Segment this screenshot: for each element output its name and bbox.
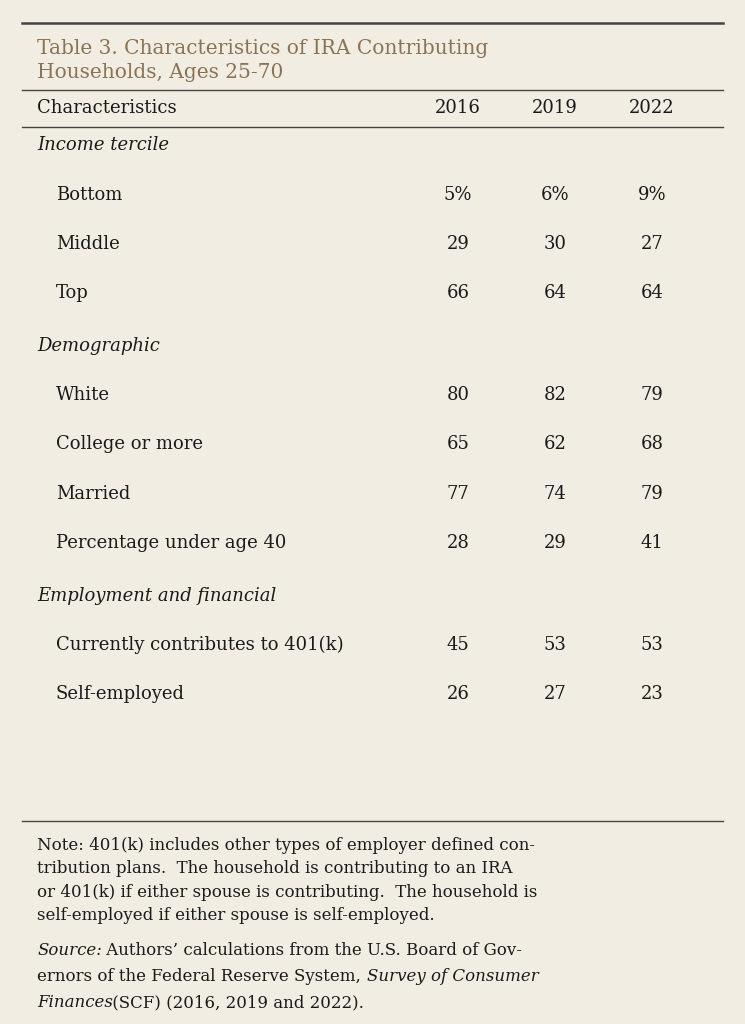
Text: 66: 66 xyxy=(447,284,469,302)
Text: Table 3. Characteristics of IRA Contributing: Table 3. Characteristics of IRA Contribu… xyxy=(37,39,489,58)
Text: Percentage under age 40: Percentage under age 40 xyxy=(56,534,286,552)
Text: Source:: Source: xyxy=(37,942,102,958)
Text: Bottom: Bottom xyxy=(56,185,122,204)
Text: Self-employed: Self-employed xyxy=(56,685,185,703)
Text: Survey of Consumer: Survey of Consumer xyxy=(367,968,539,985)
Text: 27: 27 xyxy=(544,685,566,703)
Text: 30: 30 xyxy=(544,234,566,253)
Text: ernors of the Federal Reserve System,: ernors of the Federal Reserve System, xyxy=(37,968,367,985)
Text: Currently contributes to 401(k): Currently contributes to 401(k) xyxy=(56,636,343,654)
Text: (SCF) (2016, 2019 and 2022).: (SCF) (2016, 2019 and 2022). xyxy=(107,994,364,1011)
Text: 82: 82 xyxy=(544,386,566,404)
Text: Authors’ calculations from the U.S. Board of Gov-: Authors’ calculations from the U.S. Boar… xyxy=(101,942,522,958)
Text: 28: 28 xyxy=(447,534,469,552)
Text: Top: Top xyxy=(56,284,89,302)
Text: 53: 53 xyxy=(544,636,566,654)
Text: 65: 65 xyxy=(447,435,469,454)
Text: 74: 74 xyxy=(544,484,566,503)
Text: 68: 68 xyxy=(641,435,663,454)
Text: Employment and financial: Employment and financial xyxy=(37,587,276,605)
Text: 27: 27 xyxy=(641,234,663,253)
Text: 79: 79 xyxy=(641,484,663,503)
Text: 23: 23 xyxy=(641,685,663,703)
Text: 79: 79 xyxy=(641,386,663,404)
Text: 9%: 9% xyxy=(638,185,666,204)
Text: 5%: 5% xyxy=(444,185,472,204)
Text: Note: 401(k) includes other types of employer defined con-
tribution plans.  The: Note: 401(k) includes other types of emp… xyxy=(37,837,538,924)
Text: 45: 45 xyxy=(447,636,469,654)
Text: 2016: 2016 xyxy=(435,98,481,117)
Text: 6%: 6% xyxy=(541,185,569,204)
Text: Finances: Finances xyxy=(37,994,113,1011)
Text: 80: 80 xyxy=(447,386,469,404)
Text: Characteristics: Characteristics xyxy=(37,98,177,117)
Text: College or more: College or more xyxy=(56,435,203,454)
Text: Middle: Middle xyxy=(56,234,120,253)
Text: 77: 77 xyxy=(447,484,469,503)
Text: 29: 29 xyxy=(447,234,469,253)
Text: 62: 62 xyxy=(544,435,566,454)
Text: 2019: 2019 xyxy=(532,98,578,117)
Text: 64: 64 xyxy=(641,284,663,302)
Text: 26: 26 xyxy=(447,685,469,703)
Text: 29: 29 xyxy=(544,534,566,552)
Text: Demographic: Demographic xyxy=(37,337,160,355)
Text: Married: Married xyxy=(56,484,130,503)
Text: 41: 41 xyxy=(641,534,663,552)
Text: Income tercile: Income tercile xyxy=(37,136,169,155)
Text: Households, Ages 25-70: Households, Ages 25-70 xyxy=(37,63,284,83)
Text: White: White xyxy=(56,386,110,404)
Text: 53: 53 xyxy=(641,636,663,654)
Text: 2022: 2022 xyxy=(629,98,675,117)
Text: 64: 64 xyxy=(544,284,566,302)
